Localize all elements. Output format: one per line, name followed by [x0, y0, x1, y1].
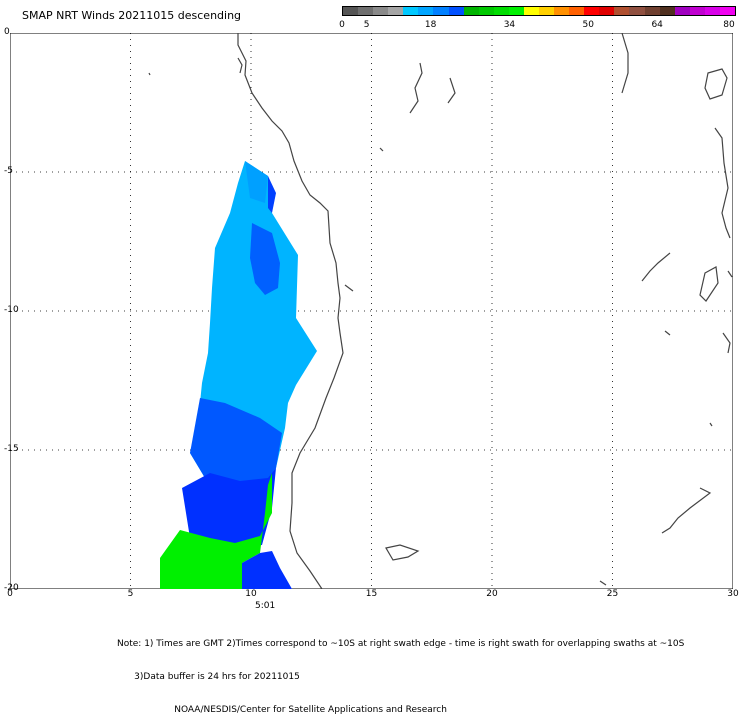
colorbar	[342, 6, 736, 16]
colorbar-segment	[554, 7, 570, 15]
colorbar-tick-label: 0	[339, 20, 345, 30]
swath-green	[160, 473, 272, 589]
grid-lines	[10, 33, 733, 589]
colorbar-segment	[388, 7, 404, 15]
colorbar-segment	[584, 7, 600, 15]
colorbar-segment	[629, 7, 645, 15]
coast-lake-1	[409, 62, 423, 114]
x-tick-label: 20	[486, 589, 498, 599]
y-tick-label: -10	[4, 305, 19, 315]
coast-africa-west	[237, 33, 344, 589]
coast-tanganyika	[714, 127, 731, 239]
colorbar-tick-label: 64	[651, 20, 663, 30]
colorbar-segment	[599, 7, 615, 15]
footnote: Note: 1) Times are GMT 2)Times correspon…	[117, 617, 684, 727]
coast-lake-3	[237, 57, 243, 74]
colorbar-tick-label: 34	[503, 20, 516, 30]
colorbar-segment	[448, 7, 464, 15]
x-tick-label: 15	[365, 589, 378, 599]
x-tick-label: 5	[127, 589, 134, 599]
map-plot-area	[10, 33, 733, 589]
y-tick-label: -15	[4, 444, 19, 454]
colorbar-segment	[508, 7, 524, 15]
swath-blue-south	[242, 551, 292, 589]
colorbar-segment	[358, 7, 374, 15]
colorbar-segment	[373, 7, 389, 15]
swath-mid-blue-low	[190, 398, 282, 493]
wind-swath	[160, 161, 317, 589]
colorbar-segment	[689, 7, 705, 15]
x-tick-label: 0	[7, 589, 13, 599]
y-tick-label: -5	[4, 166, 13, 176]
colorbar-segment	[343, 7, 359, 15]
coast-lake-small-2	[727, 270, 733, 278]
colorbar-tick-label: 5	[363, 20, 370, 30]
colorbar-segment	[463, 7, 479, 15]
footnote-line-3: NOAA/NESDIS/Center for Satellite Applica…	[117, 705, 447, 715]
coast-small-3	[664, 330, 671, 336]
swath-mid-blue-center	[250, 223, 280, 295]
swath-blue-north	[245, 161, 268, 203]
swath-time-label: 5:01	[255, 601, 276, 611]
colorbar-tick-label: 80	[723, 20, 735, 30]
coast-africa-east-1	[621, 33, 629, 94]
coast-lake-kariba	[385, 544, 420, 561]
colorbar-segment	[418, 7, 434, 15]
colorbar-segment	[523, 7, 540, 15]
x-tick-label: 30	[727, 589, 739, 599]
colorbar-tick-label: 18	[424, 20, 437, 30]
colorbar-segment	[493, 7, 509, 15]
x-tick-label: 25	[606, 589, 619, 599]
colorbar-segment	[403, 7, 419, 15]
coast-lake-small-1	[699, 266, 719, 302]
footnote-line-1: Note: 1) Times are GMT 2)Times correspon…	[117, 639, 685, 649]
colorbar-segment	[614, 7, 630, 15]
swath-blue-cap	[268, 176, 276, 213]
colorbar-segment	[659, 7, 675, 15]
coast-small-7	[599, 580, 607, 586]
colorbar-segment	[719, 7, 736, 15]
coast-lake-victoria	[704, 68, 728, 100]
colorbar-segment	[644, 7, 660, 15]
x-tick-label: 10	[245, 589, 257, 599]
colorbar-tick-label: 50	[582, 20, 594, 30]
coast-small-6	[148, 72, 151, 76]
coast-lake-2	[447, 77, 456, 104]
coastlines	[148, 33, 733, 589]
y-tick-label: -20	[4, 583, 19, 593]
colorbar-segment	[433, 7, 449, 15]
coast-small-1	[379, 147, 384, 152]
coast-small-2	[344, 284, 354, 292]
colorbar-segment	[674, 7, 690, 15]
coast-lake-malawi-area	[641, 252, 671, 282]
colorbar-segment	[569, 7, 585, 15]
map-svg	[10, 33, 733, 589]
coast-small-4	[722, 332, 731, 354]
footnote-line-2: 3)Data buffer is 24 hrs for 20211015	[117, 672, 300, 682]
colorbar-segment	[478, 7, 494, 15]
y-tick-label: 0	[4, 27, 10, 37]
colorbar-segment	[539, 7, 555, 15]
coast-small-5	[709, 422, 713, 427]
coast-river-1	[661, 487, 712, 534]
chart-title: SMAP NRT Winds 20211015 descending	[22, 9, 242, 22]
swath-dark-blue	[182, 468, 276, 548]
colorbar-segment	[704, 7, 720, 15]
